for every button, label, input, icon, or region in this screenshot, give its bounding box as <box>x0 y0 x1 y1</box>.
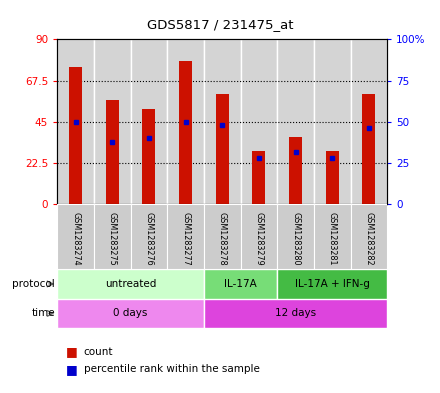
Text: IL-17A + IFN-g: IL-17A + IFN-g <box>295 279 370 289</box>
Bar <box>289 136 302 204</box>
Bar <box>179 61 192 204</box>
Text: percentile rank within the sample: percentile rank within the sample <box>84 364 260 375</box>
Bar <box>57 39 94 204</box>
Bar <box>204 269 277 299</box>
Text: 0 days: 0 days <box>114 309 148 318</box>
Bar <box>241 39 277 204</box>
Text: GSM1283275: GSM1283275 <box>108 212 117 266</box>
Bar <box>204 204 241 269</box>
Bar <box>167 39 204 204</box>
Bar <box>69 67 82 204</box>
Bar <box>167 204 204 269</box>
Text: untreated: untreated <box>105 279 156 289</box>
Bar <box>277 269 387 299</box>
Bar <box>131 39 167 204</box>
Text: GSM1283280: GSM1283280 <box>291 212 300 266</box>
Bar <box>57 269 204 299</box>
Text: GSM1283277: GSM1283277 <box>181 212 190 266</box>
Bar <box>131 204 167 269</box>
Text: GSM1283282: GSM1283282 <box>364 212 374 266</box>
Bar <box>326 151 339 204</box>
Bar <box>277 204 314 269</box>
Text: IL-17A: IL-17A <box>224 279 257 289</box>
Text: ■: ■ <box>66 345 78 358</box>
Text: time: time <box>31 309 55 318</box>
Text: GSM1283281: GSM1283281 <box>328 212 337 266</box>
Bar <box>216 94 229 204</box>
Text: count: count <box>84 347 113 357</box>
Bar <box>277 39 314 204</box>
Bar <box>94 39 131 204</box>
Text: GDS5817 / 231475_at: GDS5817 / 231475_at <box>147 18 293 31</box>
Text: ■: ■ <box>66 363 78 376</box>
Text: GSM1283274: GSM1283274 <box>71 212 80 266</box>
Bar <box>314 39 351 204</box>
Bar <box>94 204 131 269</box>
Bar <box>253 151 265 204</box>
Text: GSM1283279: GSM1283279 <box>254 212 264 266</box>
Bar <box>241 204 277 269</box>
Text: GSM1283276: GSM1283276 <box>144 212 154 266</box>
Bar <box>363 94 375 204</box>
Bar <box>351 39 387 204</box>
Text: GSM1283278: GSM1283278 <box>218 212 227 266</box>
Bar <box>204 39 241 204</box>
Bar <box>314 204 351 269</box>
Bar <box>57 299 204 328</box>
Text: protocol: protocol <box>12 279 55 289</box>
Bar <box>57 204 94 269</box>
Bar <box>106 100 119 204</box>
Bar <box>204 299 387 328</box>
Text: 12 days: 12 days <box>275 309 316 318</box>
Bar <box>351 204 387 269</box>
Bar <box>143 109 155 204</box>
